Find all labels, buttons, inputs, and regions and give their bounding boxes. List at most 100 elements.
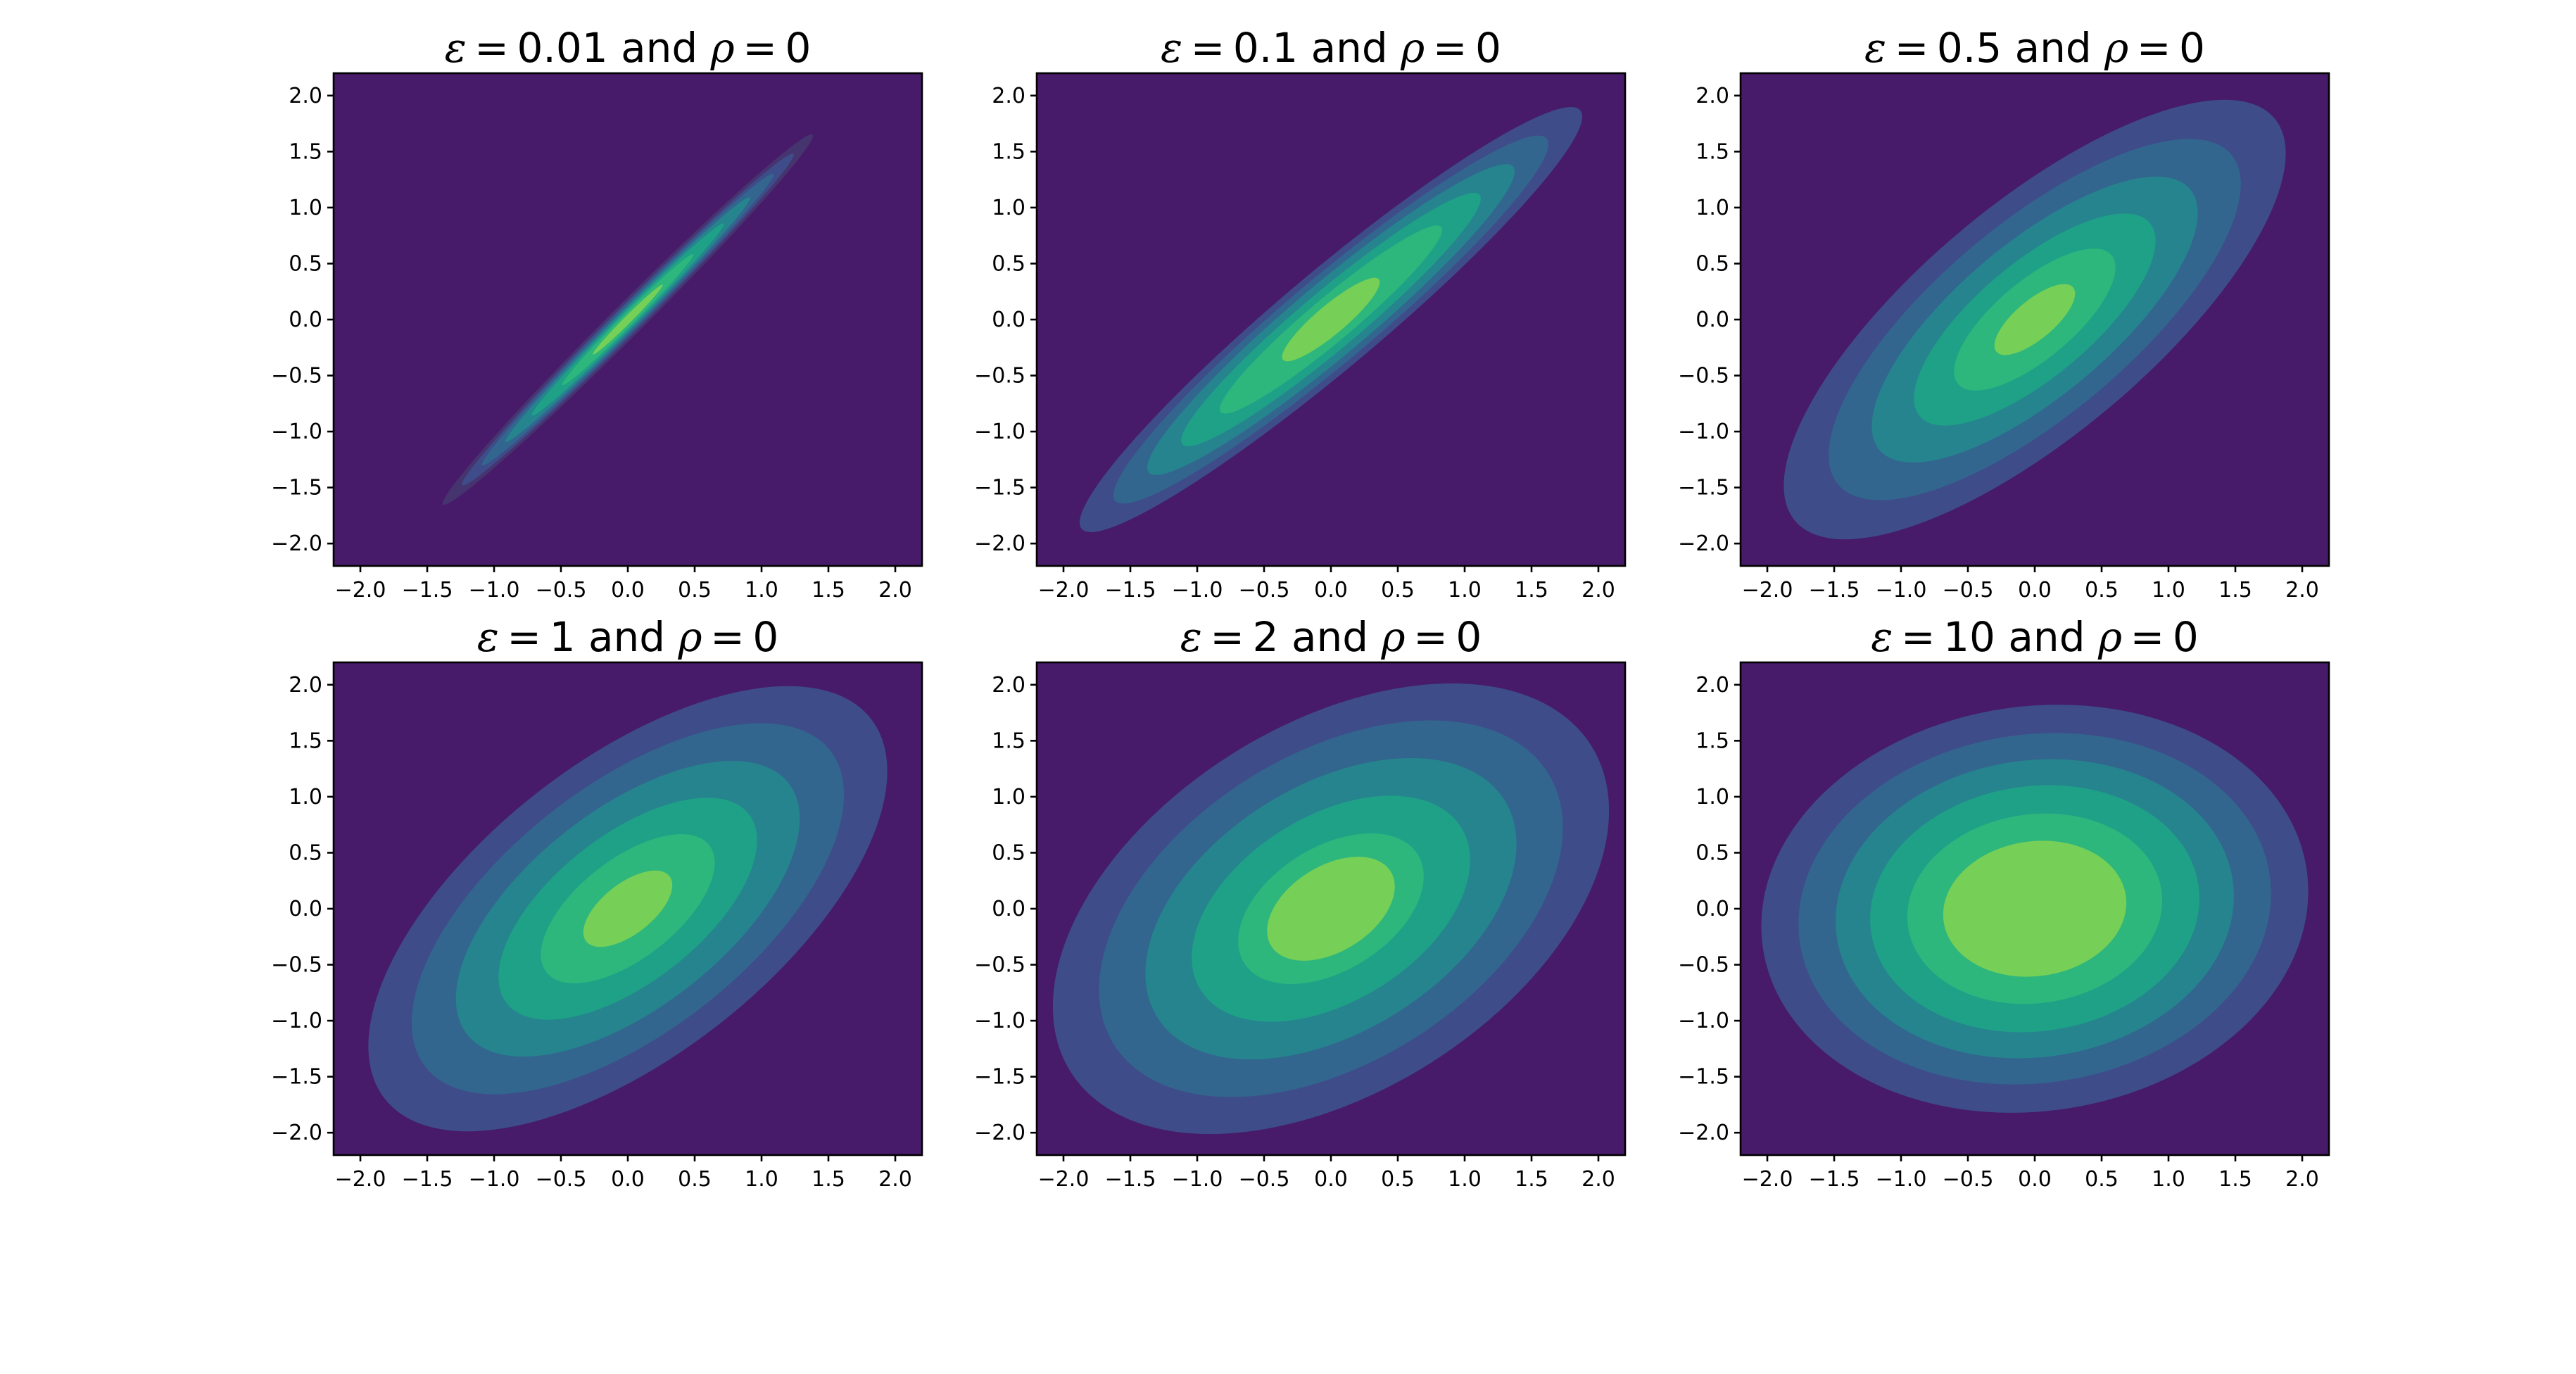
title-part: = 0.01 (467, 24, 621, 72)
x-tick-label: −1.5 (1809, 1167, 1860, 1192)
x-tick-label: −2.0 (335, 1167, 386, 1192)
y-tick-label: −1.5 (1678, 1065, 1729, 1090)
title-part: and (1311, 24, 1401, 72)
contour-level-7 (593, 284, 663, 355)
title-part: = 0 (1406, 613, 1482, 661)
y-tick-label: 1.5 (1696, 139, 1729, 164)
y-tick-label: 2.0 (289, 84, 322, 108)
title-part: = 10 (1893, 613, 2008, 661)
y-tick-label: −2.0 (974, 531, 1025, 556)
x-tick-label: −0.5 (1943, 578, 1994, 603)
x-tick-label: 0.0 (611, 578, 645, 603)
subplot-title: ε = 2 and ρ = 0 (1180, 613, 1482, 661)
x-tick-label: 0.5 (2085, 578, 2119, 603)
x-tick-label: 2.0 (2285, 578, 2319, 603)
y-tick-label: −0.5 (1678, 953, 1729, 978)
y-tick-label: 1.0 (289, 785, 322, 809)
y-tick-label: 0.0 (992, 308, 1025, 332)
x-tick-label: −1.0 (1876, 1167, 1927, 1192)
contour-level-6 (1994, 284, 2076, 355)
x-tick-label: −2.0 (335, 578, 386, 603)
y-tick-label: −0.5 (974, 953, 1025, 978)
x-tick-label: −2.0 (1038, 578, 1090, 603)
x-tick-label: 2.0 (1581, 578, 1615, 603)
y-tick-label: −2.0 (974, 1121, 1025, 1145)
x-tick-label: −1.0 (1172, 1167, 1223, 1192)
x-tick-label: 0.0 (1314, 578, 1348, 603)
x-tick-label: 1.0 (745, 578, 778, 603)
x-tick-label: −2.0 (1742, 1167, 1793, 1192)
plot-area (334, 73, 922, 566)
x-tick-label: 0.0 (2018, 578, 2052, 603)
y-tick-label: −1.5 (974, 476, 1025, 500)
title-part: ρ (2097, 613, 2122, 661)
x-tick-label: 0.5 (678, 578, 712, 603)
x-tick-label: −1.0 (1172, 578, 1223, 603)
x-tick-label: −2.0 (1038, 1167, 1090, 1192)
y-tick-label: −2.0 (271, 1121, 322, 1145)
contour-level-6 (1943, 840, 2127, 977)
y-tick-label: 2.0 (1696, 673, 1729, 698)
contour-level-6 (583, 870, 673, 947)
y-tick-label: −1.0 (974, 420, 1025, 444)
subplot-1: ε = 0.01 and ρ = 0 −2.0 −1.5 −1.0 −0.5 0.0 0.5… (271, 24, 923, 603)
x-tick-label: 1.0 (2152, 578, 2185, 603)
y-tick-label: −0.5 (974, 364, 1025, 389)
y-tick-label: 0.5 (1696, 840, 1729, 865)
y-tick-label: 1.0 (1696, 785, 1729, 809)
y-tick-label: 1.0 (992, 785, 1025, 809)
x-tick-label: −1.0 (469, 1167, 520, 1192)
title-part: = 0.1 (1182, 24, 1311, 72)
y-tick-label: 0.0 (289, 308, 322, 332)
plot-area (1741, 662, 2329, 1155)
x-tick-label: 1.5 (2218, 578, 2252, 603)
contour-level-6 (1267, 857, 1395, 961)
y-tick-label: 1.5 (992, 139, 1025, 164)
x-tick-label: 1.0 (2152, 1167, 2185, 1192)
y-tick-label: 2.0 (1696, 84, 1729, 108)
y-tick-label: −1.5 (1678, 476, 1729, 500)
x-tick-label: 1.5 (2218, 1167, 2252, 1192)
title-part: = 1 (499, 613, 588, 661)
title-part: = 2 (1202, 613, 1292, 661)
title-part: and (1292, 613, 1382, 661)
title-part: ε (445, 24, 467, 72)
y-tick-label: 1.5 (992, 729, 1025, 753)
x-tick-label: 1.0 (745, 1167, 778, 1192)
y-tick-label: 1.5 (289, 139, 322, 164)
title-part: and (621, 24, 711, 72)
y-tick-label: 0.0 (1696, 897, 1729, 921)
x-tick-label: 2.0 (1581, 1167, 1615, 1192)
title-part: ρ (710, 24, 735, 72)
title-part: ρ (678, 613, 702, 661)
y-tick-label: −1.5 (974, 1065, 1025, 1090)
x-tick-label: −0.5 (1239, 1167, 1290, 1192)
x-tick-label: −1.5 (402, 1167, 453, 1192)
x-tick-label: −2.0 (1742, 578, 1793, 603)
x-tick-label: 1.5 (812, 1167, 845, 1192)
y-tick-label: 1.0 (289, 196, 322, 220)
subplot-2: ε = 0.1 and ρ = 0 −2.0 −1.5 −1.0 −0.5 0.0 0.5 1… (974, 24, 1627, 603)
y-tick-label: 0.5 (992, 251, 1025, 276)
x-tick-label: −1.5 (1105, 578, 1156, 603)
y-tick-label: −1.0 (271, 1009, 322, 1033)
x-tick-label: 0.5 (1381, 578, 1415, 603)
y-tick-label: 0.5 (1696, 251, 1729, 276)
plot-area (1741, 73, 2329, 566)
subplot-6: ε = 10 and ρ = 0 −2.0 −1.5 −1.0 −0.5 0.0 0.5 1.… (1678, 613, 2330, 1192)
y-tick-label: −2.0 (1678, 531, 1729, 556)
plot-area (1037, 73, 1625, 566)
y-tick-label: 0.0 (992, 897, 1025, 921)
x-tick-label: −0.5 (1943, 1167, 1994, 1192)
title-part: = 0 (2122, 613, 2199, 661)
x-tick-label: 2.0 (2285, 1167, 2319, 1192)
x-tick-label: 0.0 (2018, 1167, 2052, 1192)
x-tick-label: 2.0 (878, 1167, 912, 1192)
x-tick-label: −1.0 (469, 578, 520, 603)
x-tick-label: −1.0 (1876, 578, 1927, 603)
title-part: ε (1864, 24, 1886, 72)
y-tick-label: −2.0 (271, 531, 322, 556)
y-tick-label: 1.0 (992, 196, 1025, 220)
title-part: = 0 (2128, 24, 2205, 72)
